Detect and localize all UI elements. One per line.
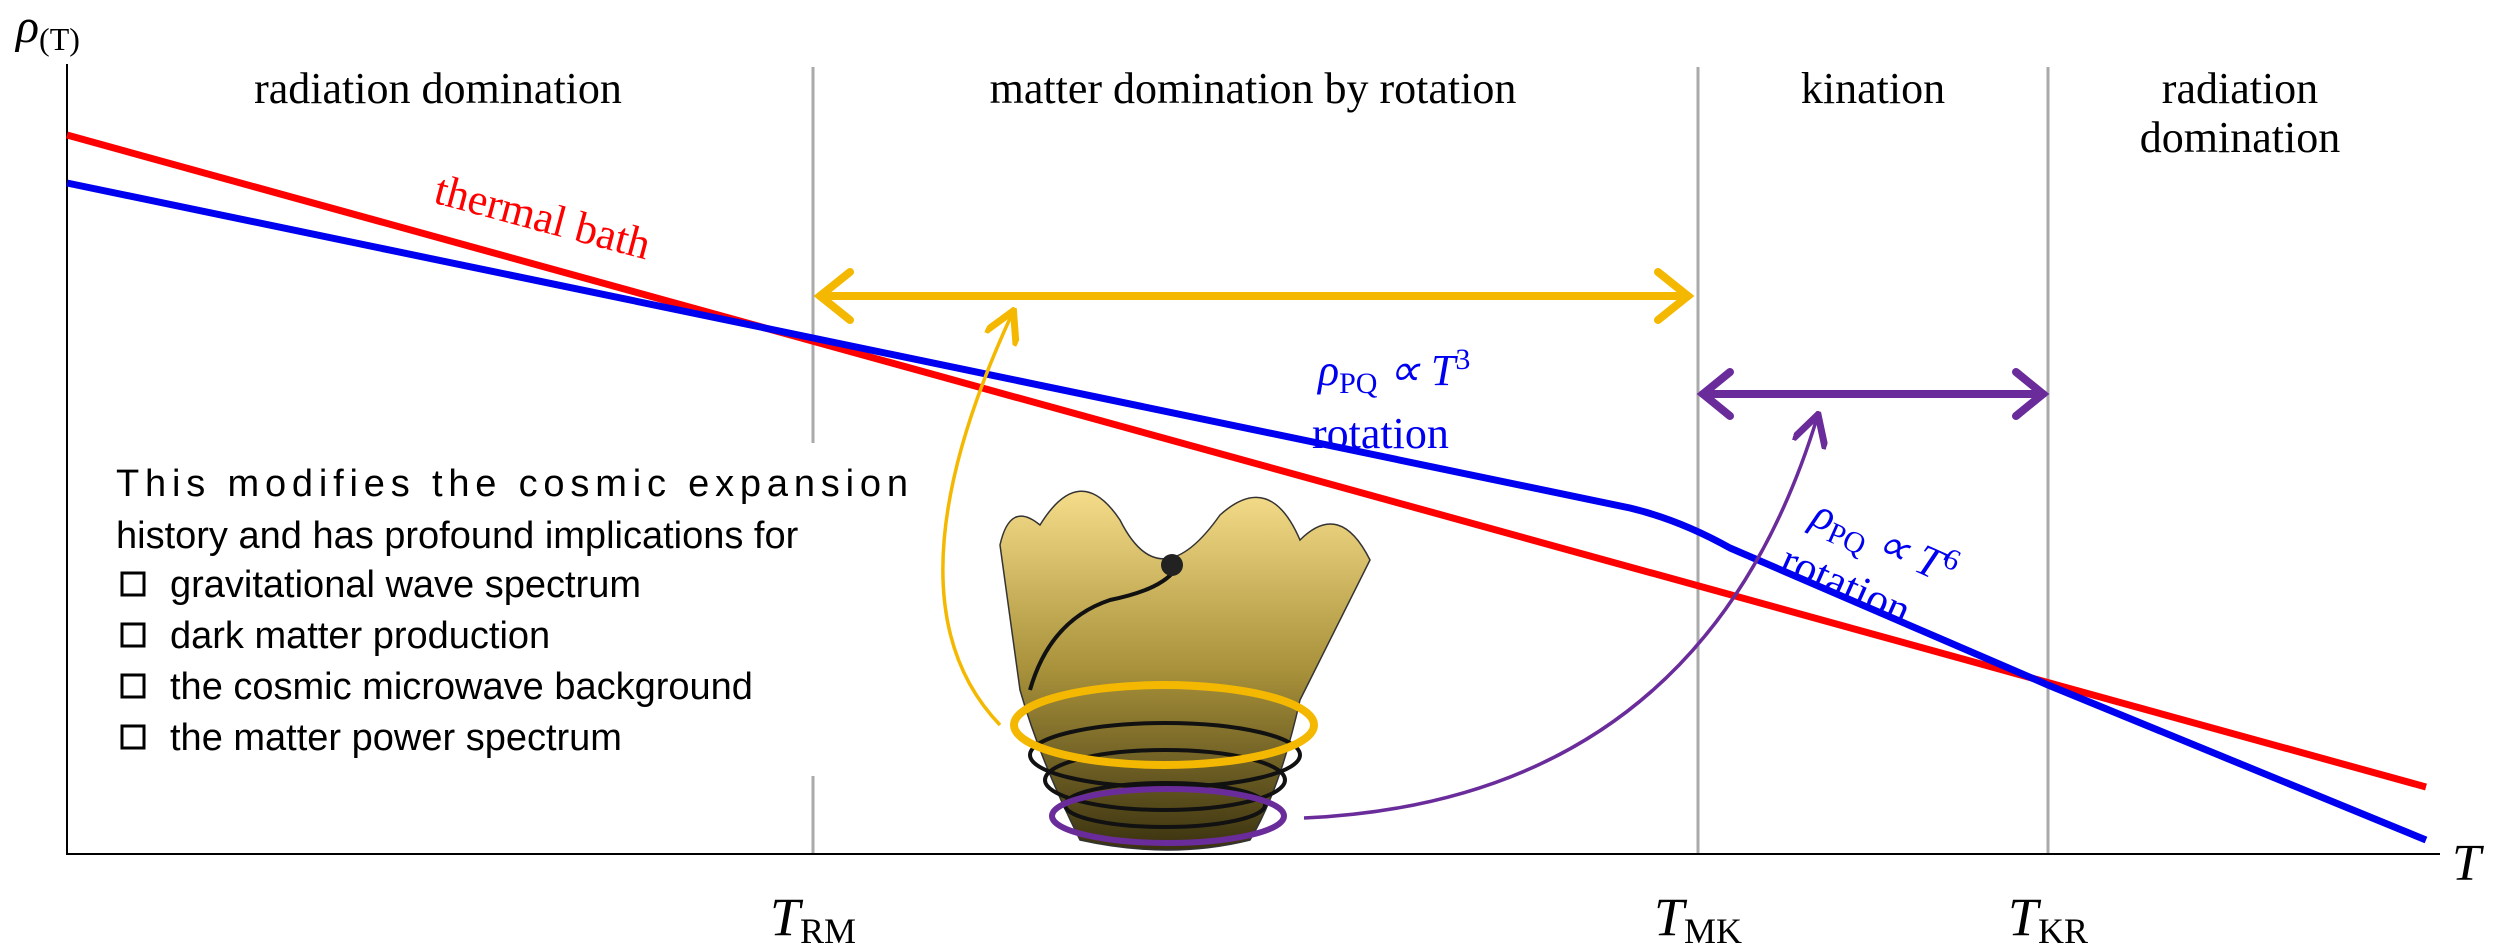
purple-pointer [1303,418,1817,820]
kination-arrow [1696,368,2050,420]
intro-line: This modifies the cosmic expansion [116,463,908,505]
rotation-curve [66,179,2428,844]
checkbox [120,724,146,750]
rotation-label-md: ρPQ ∝ T3 rotation [1312,343,1470,458]
separators [811,67,2050,854]
rotation-formula: ρPQ ∝ T3 [1316,343,1470,400]
bullet-text: the cosmic microwave background [170,666,753,708]
y-axis-label: ρ(T) [14,0,80,57]
region-label: kination [1801,64,1945,113]
transition-label: TKR [2008,887,2088,947]
bullet-list: gravitational wave spectrum dark matter p… [120,564,753,759]
rotation-label-kin: ρPQ ∝ T6 rotation [1774,488,1966,635]
transition-label: TMK [1654,887,1742,947]
thermal-label: thermal bath [430,165,656,270]
md-arrow [813,268,1695,324]
checkbox [120,571,146,597]
checkbox [120,673,146,699]
yellow-pointer [941,314,1012,727]
intro-line: history and has profound implications fo… [116,515,799,557]
region-label: domination [2140,113,2340,162]
bullet-text: gravitational wave spectrum [170,564,641,606]
checkbox [120,622,146,648]
potential-image [999,490,1371,851]
transition-label: TRM [770,887,856,947]
bullet-text: the matter power spectrum [170,717,622,759]
text-block: This modifies the cosmic expansion histo… [116,463,908,759]
axes [66,64,2440,855]
rotation-name: rotation [1312,409,1449,458]
x-axis-label: T [2452,835,2484,892]
region-label: matter domination by rotation [990,64,1517,113]
region-label: radiation [2162,64,2318,113]
bullet-text: dark matter production [170,615,550,657]
region-label: radiation domination [254,64,622,113]
